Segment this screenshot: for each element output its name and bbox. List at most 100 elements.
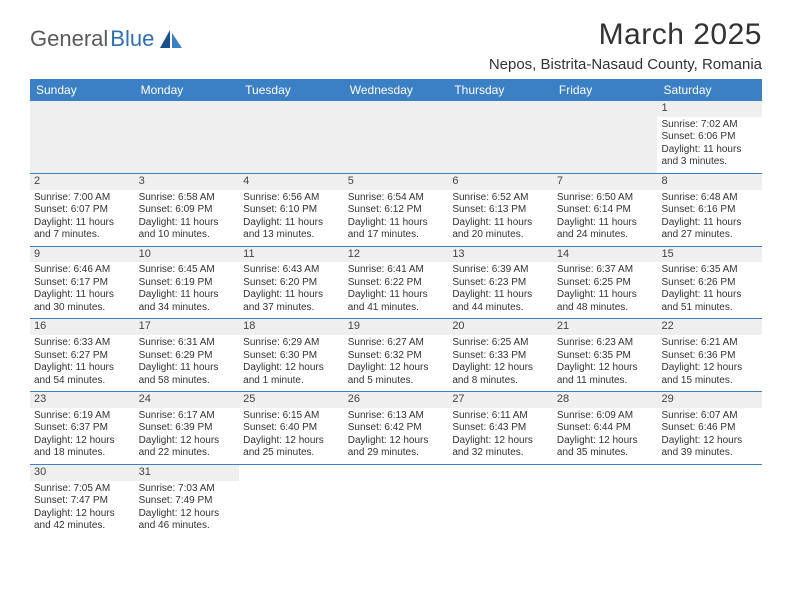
daylight-text: and 37 minutes.: [243, 302, 340, 315]
daylight-text: and 35 minutes.: [557, 447, 654, 460]
calendar-cell: 15Sunrise: 6:35 AMSunset: 6:26 PMDayligh…: [657, 247, 762, 319]
sunset-text: Sunset: 6:32 PM: [348, 350, 445, 363]
daylight-text: and 48 minutes.: [557, 302, 654, 315]
sunrise-text: Sunrise: 6:15 AM: [243, 410, 340, 423]
sunset-text: Sunset: 6:33 PM: [452, 350, 549, 363]
day-number: 27: [448, 392, 553, 408]
sunset-text: Sunset: 6:42 PM: [348, 422, 445, 435]
calendar-week-row: 23Sunrise: 6:19 AMSunset: 6:37 PMDayligh…: [30, 392, 762, 465]
day-header: Wednesday: [344, 79, 449, 101]
sunrise-text: Sunrise: 6:56 AM: [243, 192, 340, 205]
calendar-cell: 14Sunrise: 6:37 AMSunset: 6:25 PMDayligh…: [553, 247, 658, 319]
calendar-cell: 29Sunrise: 6:07 AMSunset: 6:46 PMDayligh…: [657, 392, 762, 464]
day-number: 9: [30, 247, 135, 263]
calendar-cell: 13Sunrise: 6:39 AMSunset: 6:23 PMDayligh…: [448, 247, 553, 319]
sunrise-text: Sunrise: 6:41 AM: [348, 264, 445, 277]
daylight-text: Daylight: 12 hours: [557, 362, 654, 375]
sunset-text: Sunset: 6:27 PM: [34, 350, 131, 363]
sunset-text: Sunset: 6:12 PM: [348, 204, 445, 217]
title-block: March 2025 Nepos, Bistrita-Nasaud County…: [489, 18, 762, 73]
day-number: 31: [135, 465, 240, 481]
daylight-text: and 29 minutes.: [348, 447, 445, 460]
month-title: March 2025: [489, 18, 762, 52]
calendar-cell: 12Sunrise: 6:41 AMSunset: 6:22 PMDayligh…: [344, 247, 449, 319]
sunrise-text: Sunrise: 6:39 AM: [452, 264, 549, 277]
calendar-cell-empty: [657, 465, 762, 537]
daylight-text: Daylight: 11 hours: [557, 217, 654, 230]
daylight-text: Daylight: 11 hours: [34, 362, 131, 375]
daylight-text: and 1 minute.: [243, 375, 340, 388]
calendar-cell: 31Sunrise: 7:03 AMSunset: 7:49 PMDayligh…: [135, 465, 240, 537]
daylight-text: and 27 minutes.: [661, 229, 758, 242]
daylight-text: Daylight: 11 hours: [348, 289, 445, 302]
daylight-text: and 20 minutes.: [452, 229, 549, 242]
day-number: 30: [30, 465, 135, 481]
daylight-text: and 15 minutes.: [661, 375, 758, 388]
daylight-text: and 22 minutes.: [139, 447, 236, 460]
calendar-cell-empty: [344, 465, 449, 537]
daylight-text: Daylight: 11 hours: [452, 217, 549, 230]
calendar-cell: 7Sunrise: 6:50 AMSunset: 6:14 PMDaylight…: [553, 174, 658, 246]
day-number: 3: [135, 174, 240, 190]
calendar-cell: 1Sunrise: 7:02 AMSunset: 6:06 PMDaylight…: [657, 101, 762, 173]
calendar-cell: 5Sunrise: 6:54 AMSunset: 6:12 PMDaylight…: [344, 174, 449, 246]
daylight-text: and 25 minutes.: [243, 447, 340, 460]
day-number: 1: [657, 101, 762, 117]
sunset-text: Sunset: 6:13 PM: [452, 204, 549, 217]
day-number: 11: [239, 247, 344, 263]
day-number: 23: [30, 392, 135, 408]
sunrise-text: Sunrise: 7:05 AM: [34, 483, 131, 496]
daylight-text: and 7 minutes.: [34, 229, 131, 242]
sunrise-text: Sunrise: 6:21 AM: [661, 337, 758, 350]
day-number: 19: [344, 319, 449, 335]
sunset-text: Sunset: 6:35 PM: [557, 350, 654, 363]
sunrise-text: Sunrise: 6:37 AM: [557, 264, 654, 277]
daylight-text: Daylight: 12 hours: [452, 362, 549, 375]
calendar-page: GeneralBlue March 2025 Nepos, Bistrita-N…: [0, 0, 792, 537]
sunset-text: Sunset: 6:07 PM: [34, 204, 131, 217]
calendar-week-row: 30Sunrise: 7:05 AMSunset: 7:47 PMDayligh…: [30, 465, 762, 537]
calendar-cell-empty: [30, 101, 135, 173]
sunset-text: Sunset: 6:23 PM: [452, 277, 549, 290]
daylight-text: Daylight: 11 hours: [348, 217, 445, 230]
sunrise-text: Sunrise: 6:45 AM: [139, 264, 236, 277]
sunset-text: Sunset: 6:37 PM: [34, 422, 131, 435]
calendar-cell-empty: [553, 101, 658, 173]
calendar-week-row: 1Sunrise: 7:02 AMSunset: 6:06 PMDaylight…: [30, 101, 762, 174]
sunrise-text: Sunrise: 6:54 AM: [348, 192, 445, 205]
calendar-cell: 22Sunrise: 6:21 AMSunset: 6:36 PMDayligh…: [657, 319, 762, 391]
sunset-text: Sunset: 6:09 PM: [139, 204, 236, 217]
daylight-text: and 51 minutes.: [661, 302, 758, 315]
calendar-cell: 9Sunrise: 6:46 AMSunset: 6:17 PMDaylight…: [30, 247, 135, 319]
day-header: Monday: [135, 79, 240, 101]
day-number: 28: [553, 392, 658, 408]
sunset-text: Sunset: 6:26 PM: [661, 277, 758, 290]
daylight-text: and 11 minutes.: [557, 375, 654, 388]
sunrise-text: Sunrise: 6:50 AM: [557, 192, 654, 205]
daylight-text: Daylight: 12 hours: [348, 435, 445, 448]
day-header: Friday: [553, 79, 658, 101]
calendar-cell: 21Sunrise: 6:23 AMSunset: 6:35 PMDayligh…: [553, 319, 658, 391]
day-number: 13: [448, 247, 553, 263]
day-number: 17: [135, 319, 240, 335]
sunset-text: Sunset: 7:49 PM: [139, 495, 236, 508]
calendar-cell-empty: [239, 101, 344, 173]
calendar-cell-empty: [344, 101, 449, 173]
calendar-week-row: 9Sunrise: 6:46 AMSunset: 6:17 PMDaylight…: [30, 247, 762, 320]
location: Nepos, Bistrita-Nasaud County, Romania: [489, 56, 762, 73]
daylight-text: Daylight: 12 hours: [661, 435, 758, 448]
daylight-text: and 58 minutes.: [139, 375, 236, 388]
sunrise-text: Sunrise: 6:29 AM: [243, 337, 340, 350]
daylight-text: and 8 minutes.: [452, 375, 549, 388]
sunrise-text: Sunrise: 6:33 AM: [34, 337, 131, 350]
daylight-text: Daylight: 12 hours: [452, 435, 549, 448]
sunset-text: Sunset: 6:06 PM: [661, 131, 758, 144]
sunset-text: Sunset: 6:19 PM: [139, 277, 236, 290]
calendar-cell: 10Sunrise: 6:45 AMSunset: 6:19 PMDayligh…: [135, 247, 240, 319]
logo-text-blue: Blue: [110, 26, 154, 52]
day-number: 18: [239, 319, 344, 335]
sunrise-text: Sunrise: 7:02 AM: [661, 119, 758, 132]
sunrise-text: Sunrise: 7:03 AM: [139, 483, 236, 496]
daylight-text: and 30 minutes.: [34, 302, 131, 315]
sunrise-text: Sunrise: 6:27 AM: [348, 337, 445, 350]
